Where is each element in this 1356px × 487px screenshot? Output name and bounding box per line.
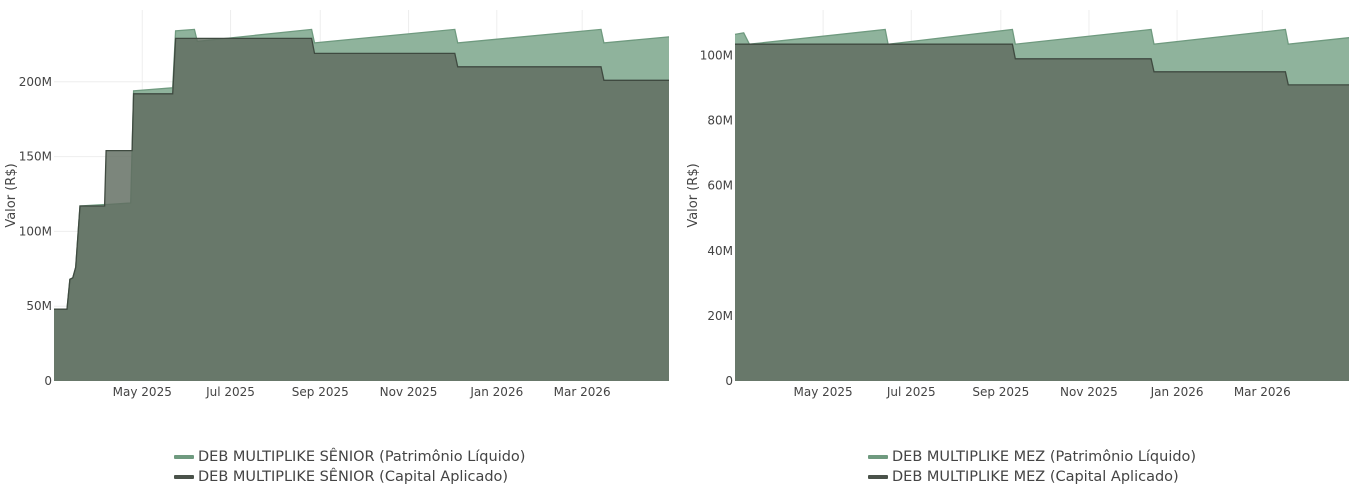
mez-xtick-label-1: Jul 2025	[886, 385, 936, 399]
senior-xtick-label-2: Sep 2025	[292, 385, 349, 399]
legend-item-senior-ca[interactable]: DEB MULTIPLIKE SÊNIOR (Capital Aplicado)	[174, 467, 525, 487]
legend-label-mez-ca: DEB MULTIPLIKE MEZ (Capital Aplicado)	[892, 469, 1179, 485]
senior-xtick-label-5: Mar 2026	[554, 385, 611, 399]
mez-ytick-label-5: 100M	[700, 49, 733, 63]
senior-xtick-label-1: Jul 2025	[205, 385, 255, 399]
mez-xtick-label-0: May 2025	[794, 385, 853, 399]
senior-area-ca[interactable]	[54, 38, 669, 382]
mez-line-pl	[734, 28, 1350, 45]
senior-xtick-label-3: Nov 2025	[380, 385, 438, 399]
legend-item-mez-pl[interactable]: DEB MULTIPLIKE MEZ (Patrimônio Líquido)	[868, 447, 1196, 467]
senior-xtick-label-0: May 2025	[113, 385, 172, 399]
legend-label-mez-pl: DEB MULTIPLIKE MEZ (Patrimônio Líquido)	[892, 449, 1197, 465]
senior-legend: DEB MULTIPLIKE SÊNIOR (Patrimônio Líquid…	[174, 447, 525, 487]
legend-label-senior-pl: DEB MULTIPLIKE SÊNIOR (Patrimônio Líquid…	[198, 449, 526, 465]
mez-area-chart: 0 20M 40M 60M 80M 100M May 2025 Jul 2025 Sep 202…	[686, 10, 1350, 399]
mez-ytick-label-1: 20M	[707, 309, 733, 323]
senior-ytick-label-2: 100M	[19, 224, 52, 238]
legend-item-mez-ca[interactable]: DEB MULTIPLIKE MEZ (Capital Aplicado)	[868, 467, 1196, 487]
mez-xtick-label-5: Mar 2026	[1234, 385, 1291, 399]
mez-area-ca[interactable]	[735, 44, 1349, 381]
senior-xtick-label-4: Jan 2026	[469, 385, 523, 399]
mez-xtick-label-2: Sep 2025	[972, 385, 1029, 399]
senior-ytick-label-0: 0	[44, 374, 52, 388]
mez-ytick-label-0: 0	[725, 374, 733, 388]
legend-swatch-mez-pl	[868, 455, 888, 459]
legend-item-senior-pl[interactable]: DEB MULTIPLIKE SÊNIOR (Patrimônio Líquid…	[174, 447, 525, 467]
mez-y-axis-title: Valor (R$)	[686, 163, 701, 227]
mez-ytick-label-4: 80M	[707, 114, 733, 128]
senior-ytick-label-1: 50M	[26, 299, 52, 313]
legend-swatch-mez-ca	[868, 475, 888, 479]
senior-line-ca	[54, 37, 669, 310]
mez-xtick-label-4: Jan 2026	[1150, 385, 1204, 399]
senior-ytick-label-4: 200M	[19, 75, 52, 89]
legend-swatch-senior-pl	[174, 455, 194, 459]
legend-swatch-senior-ca	[174, 475, 194, 479]
mez-legend: DEB MULTIPLIKE MEZ (Patrimônio Líquido) …	[868, 447, 1196, 487]
senior-area-chart: 0 50M 100M 150M 200M May 2025 Jul 2025 Sep 2025…	[4, 10, 670, 399]
mez-ytick-label-2: 40M	[707, 244, 733, 258]
mez-ytick-label-3: 60M	[707, 179, 733, 193]
senior-ytick-label-3: 150M	[19, 150, 52, 164]
senior-y-axis-title: Valor (R$)	[4, 163, 19, 227]
mez-xtick-label-3: Nov 2025	[1060, 385, 1118, 399]
mez-line-ca	[735, 43, 1349, 86]
legend-label-senior-ca: DEB MULTIPLIKE SÊNIOR (Capital Aplicado)	[198, 469, 509, 485]
